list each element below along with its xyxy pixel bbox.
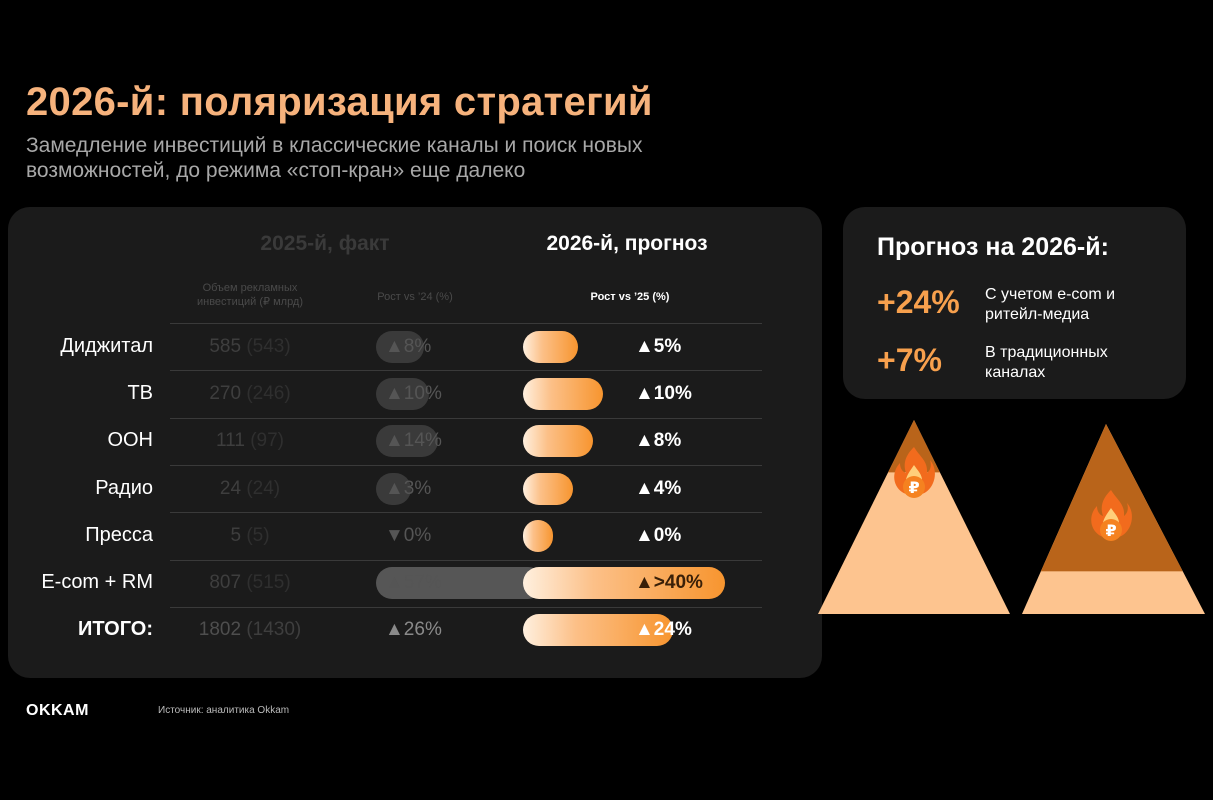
row-divider [170,323,762,324]
row-label: ООН [107,429,153,452]
volume-2024: (246) [246,382,291,404]
volume-value: 5 (5) [180,525,320,547]
row-divider [170,370,762,372]
growth-2026-bar [523,614,673,647]
forecast-card [843,207,1186,399]
pyramid-left [818,420,1010,614]
growth-2025-bar [376,567,544,600]
subheader-volume: Объем рекламных инвестиций (₽ млрд) [196,282,304,308]
growth-2026-label: ▲5% [635,335,682,357]
volume-2024: (515) [246,572,291,594]
volume-value: 111 (97) [180,430,320,452]
header-forecast: 2026-й, прогноз [546,232,708,255]
volume-value: 24 (24) [180,478,320,500]
growth-2026-label: ▲4% [635,477,682,499]
growth-2025-label: ▲8% [385,335,432,357]
growth-2025-bar [376,330,424,363]
forecast-value-traditional: +7% [877,342,942,378]
volume-value: 270 (246) [180,383,320,405]
brand-logo: OKKAM [26,702,89,719]
growth-2025-bar [376,377,429,410]
growth-2025-bar [376,425,439,458]
ruble-symbol-left: ₽ [908,478,919,497]
forecast-desc-total: С учетом e-com и ритейл-медиа [985,286,1116,323]
volume-2024: (1430) [246,619,302,641]
row-label: E-com + RM [41,571,153,594]
growth-2025-label: ▲57% [385,572,442,594]
volume-2025: 270 [209,382,242,404]
row-label: Диджитал [60,334,153,357]
volume-2024: (24) [246,477,281,499]
growth-2025-label: ▼0% [385,524,432,546]
row-divider [170,417,762,419]
row-label: Радио [95,476,153,499]
row-divider [170,559,762,561]
growth-2026-label: ▲>40% [635,572,703,594]
volume-2025: 585 [209,335,242,357]
growth-2026-label: ▲0% [635,524,682,546]
forecast-desc-traditional: В традиционных каналах [985,344,1108,381]
volume-2025: 5 [230,524,242,546]
growth-2026-bar [523,425,593,458]
growth-2025-bar [376,472,412,505]
row-divider [170,464,762,466]
growth-2026-label: ▲24% [635,619,692,641]
source-note: Источник: аналитика Okkam [158,705,290,716]
growth-2026-label: ▲10% [635,382,692,404]
subheader-growth-2024: Рост vs ’24 (%) [377,291,453,303]
subheader-growth-2025: Рост vs ’25 (%) [590,291,670,303]
volume-value: 807 (515) [180,572,320,594]
growth-2026-bar [523,519,553,552]
growth-2026-bar [523,472,573,505]
growth-2026-bar [523,377,603,410]
flame-ruble-icon: ₽ [894,447,935,498]
volume-2025: 1802 [198,619,242,641]
row-label: Пресса [85,523,153,546]
growth-2026-label: ▲8% [635,430,682,452]
growth-2025-label: ▲26% [385,619,442,641]
page-title: 2026-й: поляризация стратегий [26,80,653,124]
volume-2024: (543) [246,335,291,357]
header-fact: 2025-й, факт [260,232,390,255]
pyramids-illustration: ₽ ₽ [818,420,1205,614]
volume-2024: (97) [250,430,284,452]
growth-2025-label: ▲14% [385,430,442,452]
volume-2025: 807 [209,572,242,594]
row-label: ИТОГО: [78,618,153,641]
growth-2025-label: ▲3% [385,477,432,499]
forecast-card-title: Прогноз на 2026-й: [877,233,1109,261]
volume-2025: 111 [216,430,245,452]
forecast-value-total: +24% [877,284,960,320]
growth-2026-bar [523,567,725,600]
flame-ruble-icon: ₽ [1091,490,1132,541]
growth-2026-bar [523,330,578,363]
volume-value: 585 (543) [180,336,320,358]
volume-value: 1802 (1430) [180,619,320,641]
volume-2024: (5) [246,524,270,546]
ruble-symbol-right: ₽ [1105,521,1116,540]
row-divider [170,606,762,608]
growth-2025-label: ▲10% [385,382,442,404]
row-divider [170,512,762,514]
volume-2025: 24 [219,477,242,499]
row-label: ТВ [127,381,153,404]
page-subtitle: Замедление инвестиций в классические кан… [26,134,643,182]
